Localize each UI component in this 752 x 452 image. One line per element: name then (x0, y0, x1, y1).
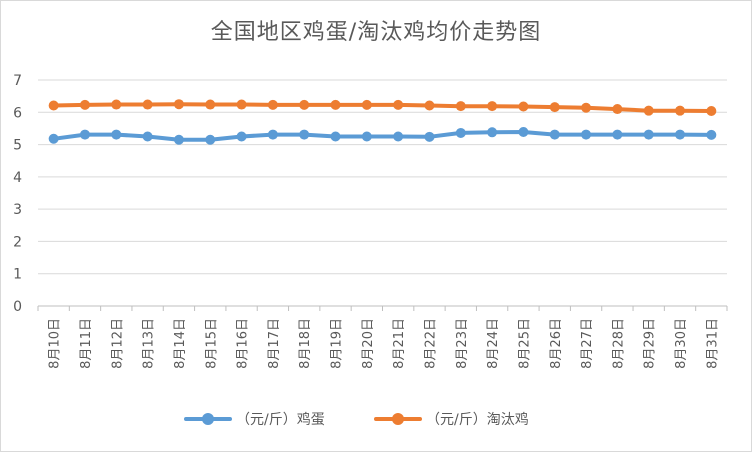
chart-title: 全国地区鸡蛋/淘汰鸡均价走势图 (210, 20, 542, 45)
data-point (79, 99, 90, 110)
data-point (706, 129, 717, 140)
data-point (48, 100, 59, 111)
y-tick-label: 1 (13, 267, 22, 283)
x-tick-label: 8月25日 (517, 318, 532, 369)
data-point (643, 129, 654, 140)
data-point (205, 134, 216, 145)
data-point (299, 99, 310, 110)
data-point (424, 131, 435, 142)
series-line-1 (51, 102, 714, 113)
x-tick-label: 8月20日 (361, 318, 376, 369)
data-point (361, 131, 372, 142)
data-point (643, 105, 654, 116)
x-tick-label: 8月13日 (142, 318, 157, 369)
data-point (173, 134, 184, 145)
y-tick-label: 6 (13, 105, 22, 121)
data-point (612, 129, 623, 140)
x-axis-ticks: 8月10日 8月11日 8月12日 8月13日 8月14日 8月15日 8月16日 8月17日… (37, 306, 728, 369)
legend-label: （元/斤）鸡蛋 (236, 411, 325, 428)
data-point (706, 105, 717, 116)
data-point (455, 101, 466, 112)
data-point (111, 99, 122, 110)
x-tick-label: 8月31日 (705, 318, 720, 369)
data-point (518, 101, 529, 112)
legend-swatch-marker (202, 413, 214, 425)
data-point (299, 129, 310, 140)
data-point (518, 126, 529, 137)
data-point (487, 101, 498, 112)
x-tick-label: 8月12日 (110, 318, 125, 369)
data-point (549, 102, 560, 113)
data-point (267, 129, 278, 140)
data-point (549, 129, 560, 140)
x-tick-label: 8月18日 (298, 318, 313, 369)
data-point (361, 99, 372, 110)
x-tick-label: 8月27日 (580, 318, 595, 369)
data-point (205, 99, 216, 110)
x-tick-label: 8月14日 (173, 318, 188, 369)
x-tick-label: 8月11日 (79, 318, 94, 369)
x-tick-label: 8月23日 (455, 318, 470, 369)
x-tick-label: 8月19日 (330, 318, 345, 369)
data-point (142, 131, 153, 142)
data-point (236, 131, 247, 142)
data-point (48, 133, 59, 144)
data-point (111, 129, 122, 140)
data-point (79, 129, 90, 140)
x-tick-label: 8月28日 (611, 318, 626, 369)
x-tick-label: 8月16日 (236, 318, 251, 369)
x-tick-label: 8月17日 (267, 318, 282, 369)
data-point (581, 129, 592, 140)
data-point (581, 102, 592, 113)
data-point (455, 127, 466, 138)
x-tick-label: 8月22日 (423, 318, 438, 369)
data-point (393, 131, 404, 142)
y-tick-label: 7 (13, 73, 22, 89)
data-point (424, 100, 435, 111)
x-tick-label: 8月29日 (643, 318, 658, 369)
legend-swatch-marker (392, 413, 404, 425)
y-tick-label: 4 (13, 170, 22, 186)
y-tick-label: 5 (13, 138, 22, 154)
y-axis-ticks: 0 1 2 3 4 5 6 7 (13, 73, 22, 315)
data-point (675, 129, 686, 140)
data-point (267, 99, 278, 110)
legend: （元/斤）鸡蛋 （元/斤）淘汰鸡 (184, 411, 529, 428)
data-point (236, 99, 247, 110)
data-point (393, 99, 404, 110)
y-tick-label: 3 (13, 202, 22, 218)
x-tick-label: 8月10日 (48, 318, 63, 369)
data-point (142, 99, 153, 110)
legend-label: （元/斤）淘汰鸡 (426, 411, 529, 428)
series-line-0 (51, 130, 714, 142)
x-tick-label: 8月24日 (486, 318, 501, 369)
data-point (612, 104, 623, 115)
data-point (675, 105, 686, 116)
data-point (330, 131, 341, 142)
y-tick-label: 0 (13, 299, 22, 315)
x-tick-label: 8月26日 (549, 318, 564, 369)
data-point (330, 99, 341, 110)
data-point (173, 99, 184, 110)
x-tick-label: 8月15日 (204, 318, 219, 369)
data-point (487, 127, 498, 138)
y-tick-label: 2 (13, 234, 22, 250)
x-tick-label: 8月21日 (392, 318, 407, 369)
x-tick-label: 8月30日 (674, 318, 689, 369)
series-layer (48, 99, 717, 145)
gridlines (38, 79, 727, 307)
